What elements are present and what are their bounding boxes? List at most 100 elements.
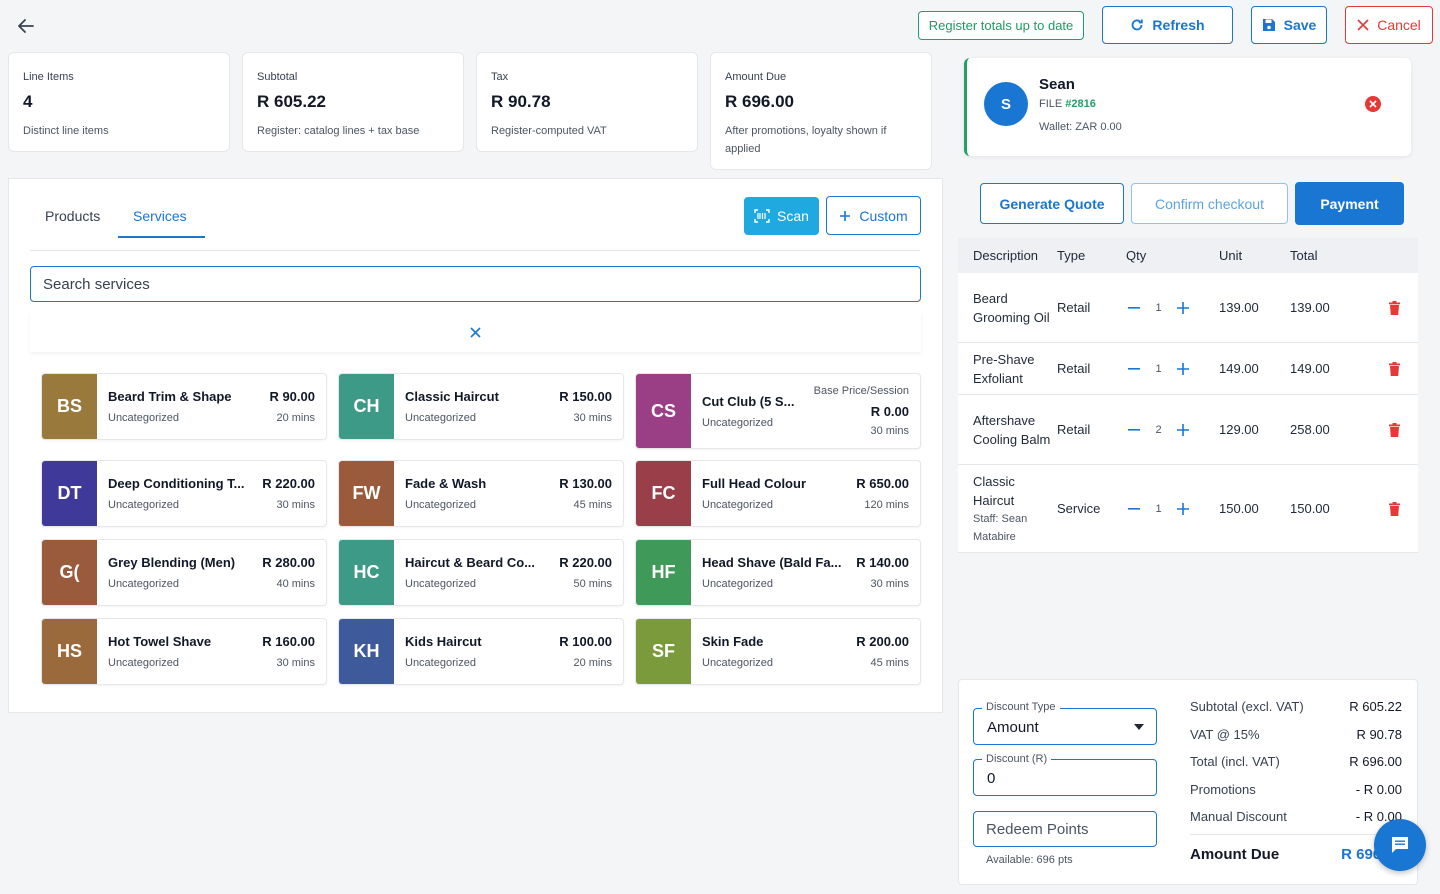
cancel-button[interactable]: Cancel [1345,6,1433,44]
refresh-button[interactable]: Refresh [1102,6,1233,44]
tab-services[interactable]: Services [133,208,187,224]
plus-icon [1177,502,1189,515]
decrease-qty-button[interactable] [1126,300,1142,316]
discount-amount-field[interactable] [973,759,1157,796]
service-name: Head Shave (Bald Fa... [702,555,842,570]
service-card[interactable]: SF Skin Fade Uncategorized R 200.00 45 min… [635,618,921,685]
decrease-qty-button[interactable] [1126,501,1142,517]
close-icon[interactable] [470,326,481,338]
amount-due-label: Amount Due [1190,846,1280,863]
col-qty: Qty [1126,248,1147,263]
quantity-stepper: 1 [1126,300,1219,316]
service-card[interactable]: DT Deep Conditioning T... Uncategorized R… [41,460,327,527]
back-button[interactable] [12,12,40,40]
scan-label: Scan [777,208,809,224]
increase-qty-button[interactable] [1175,361,1191,377]
barcode-scan-icon [754,209,770,223]
qty-value[interactable]: 1 [1155,301,1162,314]
increase-qty-button[interactable] [1175,300,1191,316]
qty-value[interactable]: 1 [1155,502,1162,515]
close-icon [1369,100,1377,108]
col-total: Total [1290,248,1318,263]
chat-icon [1392,837,1408,853]
item-unit-price: 139.00 [1219,300,1259,315]
discount-amount-label: Discount (R) [982,753,1052,765]
service-card[interactable]: G( Grey Blending (Men) Uncategorized R 28… [41,539,327,606]
service-initials: FC [636,461,691,526]
service-card[interactable]: FC Full Head Colour Uncategorized R 650.0… [635,460,921,527]
service-card[interactable]: HC Haircut & Beard Co... Uncategorized R … [338,539,624,606]
item-unit-price: 149.00 [1219,361,1259,376]
stat-sub: After promotions, loyalty shown if appli… [725,125,887,155]
delete-item-button[interactable] [1370,422,1418,437]
delete-item-button[interactable] [1370,300,1418,315]
customer-name: Sean [1039,76,1075,93]
service-price: R 200.00 [856,634,909,649]
service-card[interactable]: BS Beard Trim & Shape Uncategorized R 90.… [41,373,327,440]
scan-button[interactable]: Scan [744,197,819,235]
service-price: R 150.00 [559,389,612,404]
service-initials: HS [42,619,97,684]
service-duration: 45 mins [573,499,612,511]
service-initials: HF [636,540,691,605]
discount-type-value: Amount [987,719,1039,736]
service-name: Grey Blending (Men) [108,555,236,570]
service-card[interactable]: KH Kids Haircut Uncategorized R 100.00 20 … [338,618,624,685]
service-card[interactable]: HS Hot Towel Shave Uncategorized R 160.00… [41,618,327,685]
service-name: Classic Haircut [405,389,499,404]
service-card[interactable]: HF Head Shave (Bald Fa... Uncategorized R… [635,539,921,606]
service-initials: HC [339,540,394,605]
save-button[interactable]: Save [1251,6,1327,44]
service-name: Cut Club (5 S... [702,393,795,409]
delete-item-button[interactable] [1370,501,1418,516]
generate-quote-button[interactable]: Generate Quote [980,183,1124,224]
custom-item-button[interactable]: Custom [826,196,921,235]
custom-label: Custom [859,207,908,224]
customer-file: FILE #2816 [1039,98,1096,110]
delete-item-button[interactable] [1370,361,1418,376]
available-points: Available: 696 pts [986,854,1073,866]
item-total: 258.00 [1290,422,1330,437]
arrow-left-icon [18,19,34,33]
increase-qty-button[interactable] [1175,501,1191,517]
service-card[interactable]: CH Classic Haircut Uncategorized R 150.00… [338,373,624,440]
service-price: R 280.00 [262,555,315,570]
register-totals-button[interactable]: Register totals up to date [918,11,1084,40]
decrease-qty-button[interactable] [1126,361,1142,377]
subtotal-value: R 605.22 [1349,699,1402,714]
payment-button[interactable]: Payment [1295,182,1404,225]
field-border-notch [1055,759,1056,760]
service-duration: 45 mins [870,657,909,669]
decrease-qty-button[interactable] [1126,422,1142,438]
service-duration: 20 mins [276,412,315,424]
service-duration: 120 mins [864,499,909,511]
qty-value[interactable]: 2 [1155,423,1162,436]
service-card[interactable]: FW Fade & Wash Uncategorized R 130.00 45 m… [338,460,624,527]
customer-card [964,58,1411,156]
confirm-checkout-button[interactable]: Confirm checkout [1131,183,1288,224]
stat-label: Tax [491,71,509,83]
file-number[interactable]: #2816 [1065,98,1096,110]
discount-type-select[interactable] [973,708,1157,745]
service-card[interactable]: CS Cut Club (5 S... Uncategorized Base Pr… [635,373,921,449]
service-duration: 30 mins [276,657,315,669]
chat-button[interactable] [1374,819,1426,871]
item-description: Pre-Shave Exfoliant [973,351,1035,386]
col-type: Type [1057,248,1086,263]
summary-divider [1190,834,1403,835]
redeem-points-field[interactable]: Redeem Points [973,811,1157,847]
item-total: 139.00 [1290,300,1330,315]
promotions-label: Promotions [1190,782,1256,797]
item-unit-price: 150.00 [1219,501,1259,516]
search-services-input[interactable] [30,266,921,302]
tab-products[interactable]: Products [45,208,101,224]
stat-value: R 90.78 [491,92,551,111]
service-category: Uncategorized [108,499,179,511]
service-name: Fade & Wash [405,476,487,491]
service-price: R 90.00 [269,389,315,404]
increase-qty-button[interactable] [1175,422,1191,438]
qty-value[interactable]: 1 [1155,362,1162,375]
quantity-stepper: 1 [1126,361,1219,377]
service-price: R 650.00 [856,476,909,491]
remove-customer-button[interactable] [1365,96,1381,112]
